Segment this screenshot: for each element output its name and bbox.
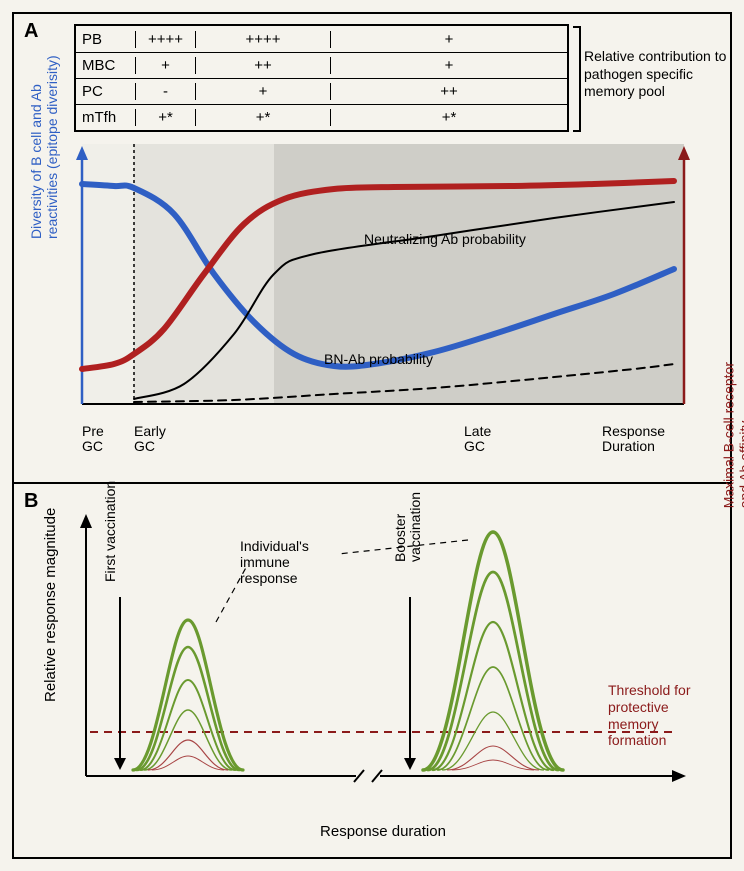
table-row: PB+++++++++ [76,26,567,52]
side-bracket [573,26,581,132]
table-row: mTfh+*+*+* [76,104,567,130]
row-label: MBC [76,57,136,74]
cell-early: ++ [196,57,331,74]
x-axis-label-b: Response duration [38,823,728,840]
cell-early: +* [196,109,331,126]
cell-pre: + [136,57,196,74]
row-label: PB [76,31,136,48]
y-axis-label-b: Relative response magnitude [42,508,59,702]
cell-late: + [331,31,567,48]
cell-pre: ++++ [136,31,196,48]
contribution-table: PB+++++++++MBC++++PC-+++mTfh+*+*+* [74,24,569,132]
row-label: PC [76,83,136,100]
panel-a-label: A [24,20,38,43]
annot-threshold: Threshold forprotectivememoryformation [608,682,690,749]
cell-pre: - [136,83,196,100]
annot-booster-vacc: Boostervaccination [393,492,424,562]
cell-late: ++ [331,83,567,100]
svg-text:Neutralizing Ab probability: Neutralizing Ab probability [364,231,526,247]
cell-pre: +* [136,109,196,126]
panel-b-chart: Relative response magnitude Response dur… [38,502,728,842]
panel-a-chart: Diversity of B cell and Abreactivities (… [34,144,714,464]
cell-late: +* [331,109,567,126]
x-tick-label: PreGC [82,424,104,455]
svg-text:BN-Ab probability: BN-Ab probability [324,351,433,367]
cell-early: ++++ [196,31,331,48]
cell-late: + [331,57,567,74]
side-note: Relative contribution to pathogen specif… [584,48,732,101]
table-row: PC-+++ [76,78,567,104]
panel-b: B Relative response magnitude Response d… [14,484,730,859]
panel-b-svg [38,502,728,802]
row-label: mTfh [76,109,136,126]
cell-early: + [196,83,331,100]
annot-individuals: Individual'simmuneresponse [240,538,309,586]
x-tick-label: EarlyGC [134,424,166,455]
annot-first-vacc: First vaccination [102,481,118,582]
table-row: MBC++++ [76,52,567,78]
x-axis-labels: PreGC EarlyGC LateGC ResponseDuration [82,424,692,464]
x-tick-label: ResponseDuration [602,424,665,455]
x-tick-label: LateGC [464,424,491,455]
panel-a-svg: Neutralizing Ab probability BN-Ab probabi… [34,144,714,424]
figure: A Relative contribution to pathogen spec… [12,12,732,859]
y-axis-label-left: Diversity of B cell and Abreactivities (… [28,55,60,239]
panel-b-label: B [24,490,38,513]
panel-a: A Relative contribution to pathogen spec… [14,14,730,484]
